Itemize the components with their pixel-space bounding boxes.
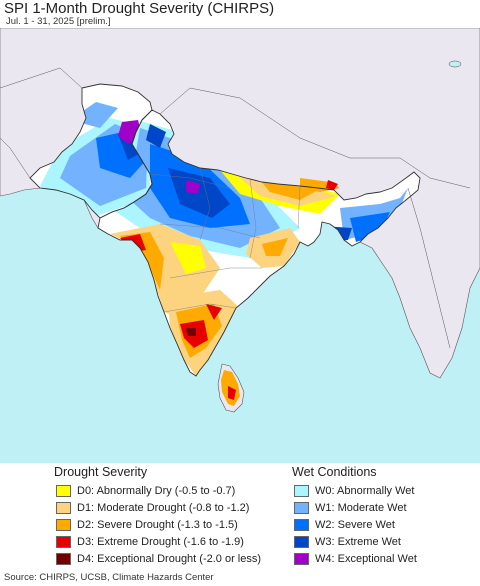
swatch-d2 [56, 519, 71, 531]
legend-item-w1: W1: Moderate Wet [294, 500, 407, 516]
legend-item-w2: W2: Severe Wet [294, 517, 395, 533]
south-asia-drought-map [0, 28, 480, 463]
legend: Drought Severity Wet Conditions D0: Abno… [0, 463, 480, 571]
swatch-d4 [56, 553, 71, 565]
legend-label-w0: W0: Abnormally Wet [315, 485, 415, 497]
legend-label-d3: D3: Extreme Drought (-1.6 to -1.9) [77, 536, 244, 548]
sri-lanka-extreme [228, 386, 236, 400]
legend-label-w3: W3: Extreme Wet [315, 536, 401, 548]
map-subtitle: Jul. 1 - 31, 2025 [prelim.] [6, 16, 111, 27]
legend-item-d0: D0: Abnormally Dry (-0.5 to -0.7) [56, 483, 235, 499]
swatch-w2 [294, 519, 309, 531]
swatch-w1 [294, 502, 309, 514]
swatch-d0 [56, 485, 71, 497]
legend-label-d2: D2: Severe Drought (-1.3 to -1.5) [77, 519, 238, 531]
legend-label-d4: D4: Exceptional Drought (-2.0 or less) [77, 553, 262, 565]
legend-label-w1: W1: Moderate Wet [315, 502, 407, 514]
swatch-d1 [56, 502, 71, 514]
map-canvas [0, 28, 480, 463]
swatch-w3 [294, 536, 309, 548]
afghanistan-border [0, 67, 83, 179]
state-borders [149, 167, 301, 313]
legend-item-w3: W3: Extreme Wet [294, 534, 401, 550]
legend-label-d1: D1: Moderate Drought (-0.8 to -1.2) [77, 502, 250, 514]
legend-item-d2: D2: Severe Drought (-1.3 to -1.5) [56, 517, 238, 533]
myanmar-border [407, 187, 451, 349]
legend-label-w4: W4: Exceptional Wet [315, 553, 417, 565]
map-title: SPI 1-Month Drought Severity (CHIRPS) [4, 0, 275, 17]
drought-legend-title: Drought Severity [54, 465, 148, 479]
legend-item-d1: D1: Moderate Drought (-0.8 to -1.2) [56, 500, 249, 516]
swatch-w0 [294, 485, 309, 497]
india-anomaly-patches [110, 118, 408, 376]
wet-legend-title: Wet Conditions [292, 465, 377, 479]
swatch-w4 [294, 553, 309, 565]
swatch-d3 [56, 536, 71, 548]
legend-item-w4: W4: Exceptional Wet [294, 551, 417, 567]
lake [448, 60, 462, 68]
legend-label-w2: W2: Severe Wet [315, 519, 395, 531]
nepal-extreme [326, 180, 338, 190]
source-credit: Source: CHIRPS, UCSB, Climate Hazards Ce… [4, 572, 214, 583]
legend-item-w0: W0: Abnormally Wet [294, 483, 414, 499]
legend-item-d4: D4: Exceptional Drought (-2.0 or less) [56, 551, 261, 567]
china-border [159, 87, 471, 189]
pakistan-border [29, 83, 153, 219]
legend-item-d3: D3: Extreme Drought (-1.6 to -1.9) [56, 534, 244, 550]
legend-label-d0: D0: Abnormally Dry (-0.5 to -0.7) [77, 485, 236, 497]
